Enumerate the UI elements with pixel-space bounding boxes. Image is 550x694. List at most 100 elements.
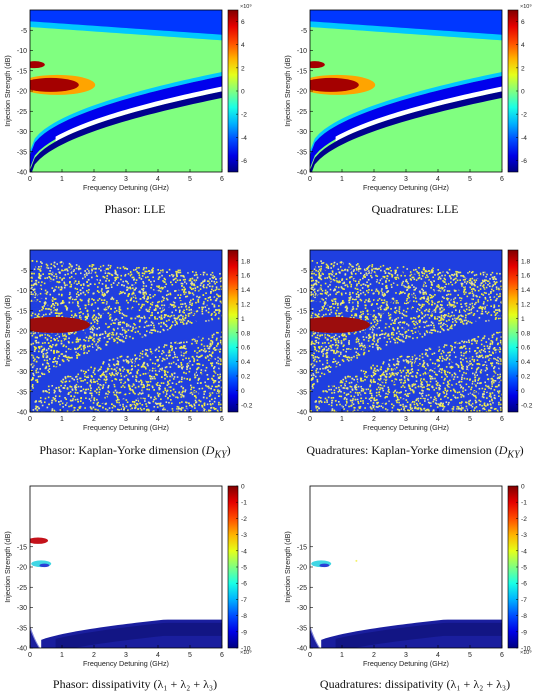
noise-dot bbox=[333, 277, 336, 280]
noise-dot bbox=[115, 309, 118, 312]
noise-dot bbox=[179, 405, 182, 408]
noise-dot bbox=[143, 297, 146, 300]
noise-dot bbox=[134, 407, 136, 410]
noise-dot bbox=[183, 293, 186, 295]
noise-dot bbox=[40, 296, 42, 299]
noise-dot bbox=[94, 367, 96, 370]
noise-dot bbox=[132, 287, 134, 289]
noise-dot bbox=[39, 288, 41, 291]
noise-dot bbox=[109, 383, 111, 385]
noise-dot bbox=[85, 304, 87, 307]
noise-dot bbox=[97, 286, 99, 288]
noise-dot bbox=[37, 373, 40, 375]
noise-dot bbox=[138, 323, 141, 325]
y-tick-label: -40 bbox=[297, 170, 307, 177]
noise-dot bbox=[191, 316, 193, 318]
noise-dot bbox=[89, 336, 91, 339]
noise-dot bbox=[485, 275, 487, 278]
noise-dot bbox=[99, 405, 102, 407]
noise-dot bbox=[100, 397, 103, 399]
noise-dot bbox=[94, 271, 97, 274]
noise-dot bbox=[320, 278, 323, 281]
noise-dot bbox=[98, 391, 101, 393]
noise-dot bbox=[65, 380, 68, 383]
noise-dot bbox=[179, 402, 181, 404]
noise-dot bbox=[75, 342, 77, 345]
noise-dot bbox=[175, 409, 178, 412]
noise-dot bbox=[40, 265, 42, 268]
noise-dot bbox=[202, 273, 205, 276]
noise-dot bbox=[172, 403, 174, 406]
y-tick-label: -25 bbox=[17, 349, 27, 356]
noise-dot bbox=[435, 387, 438, 390]
noise-dot bbox=[88, 398, 91, 400]
noise-dot bbox=[186, 295, 189, 298]
noise-dot bbox=[149, 280, 152, 282]
noise-dot bbox=[179, 403, 182, 406]
noise-dot bbox=[63, 336, 65, 338]
noise-dot bbox=[92, 366, 94, 369]
noise-dot bbox=[145, 320, 148, 323]
noise-dot bbox=[457, 311, 460, 313]
noise-dot bbox=[72, 297, 75, 299]
noise-dot bbox=[427, 398, 429, 401]
noise-dot bbox=[168, 387, 170, 390]
noise-dot bbox=[210, 376, 213, 379]
noise-dot bbox=[219, 300, 222, 303]
noise-dot bbox=[208, 369, 211, 372]
noise-dot bbox=[494, 318, 497, 320]
noise-dot bbox=[203, 279, 206, 281]
noise-dot bbox=[370, 274, 372, 277]
noise-dot bbox=[154, 316, 156, 318]
noise-dot bbox=[77, 385, 80, 388]
noise-dot bbox=[152, 410, 155, 412]
noise-dot bbox=[43, 334, 45, 336]
noise-dot bbox=[75, 343, 78, 346]
noise-dot bbox=[51, 409, 54, 412]
noise-dot bbox=[483, 407, 485, 410]
noise-dot bbox=[80, 397, 82, 400]
noise-dot bbox=[165, 314, 167, 316]
noise-dot bbox=[211, 376, 214, 379]
noise-dot bbox=[54, 400, 57, 402]
noise-dot bbox=[210, 280, 213, 282]
noise-dot bbox=[159, 388, 161, 390]
noise-dot bbox=[89, 380, 92, 382]
noise-dot bbox=[70, 275, 73, 278]
x-tick-label: 4 bbox=[436, 176, 440, 183]
noise-dot bbox=[198, 276, 200, 279]
noise-dot bbox=[114, 294, 117, 297]
noise-dot bbox=[371, 404, 374, 407]
noise-dot bbox=[97, 373, 99, 376]
noise-dot bbox=[196, 278, 199, 281]
noise-dot bbox=[103, 294, 105, 296]
noise-dot bbox=[121, 272, 123, 274]
noise-dot bbox=[89, 335, 91, 338]
noise-dot bbox=[118, 315, 121, 318]
noise-dot bbox=[142, 286, 145, 289]
noise-dot bbox=[106, 307, 108, 309]
noise-dot bbox=[66, 337, 68, 340]
noise-dot bbox=[135, 378, 137, 381]
noise-dot bbox=[213, 408, 216, 410]
noise-dot bbox=[140, 367, 143, 370]
noise-dot bbox=[217, 315, 220, 318]
noise-dot bbox=[146, 381, 148, 383]
noise-dot bbox=[87, 388, 90, 391]
noise-dot bbox=[187, 363, 190, 365]
noise-dot bbox=[138, 320, 141, 323]
noise-dot bbox=[155, 282, 158, 285]
noise-dot bbox=[79, 267, 82, 270]
noise-dot bbox=[91, 308, 94, 311]
noise-dot bbox=[219, 366, 221, 369]
noise-dot bbox=[151, 370, 154, 372]
noise-dot bbox=[205, 390, 208, 392]
noise-dot bbox=[170, 362, 173, 365]
noise-dot bbox=[189, 303, 191, 306]
noise-dot bbox=[379, 377, 382, 380]
noise-dot bbox=[180, 363, 183, 366]
noise-dot bbox=[164, 286, 166, 288]
noise-dot bbox=[102, 406, 104, 409]
noise-dot bbox=[48, 276, 50, 278]
noise-dot bbox=[183, 320, 186, 323]
